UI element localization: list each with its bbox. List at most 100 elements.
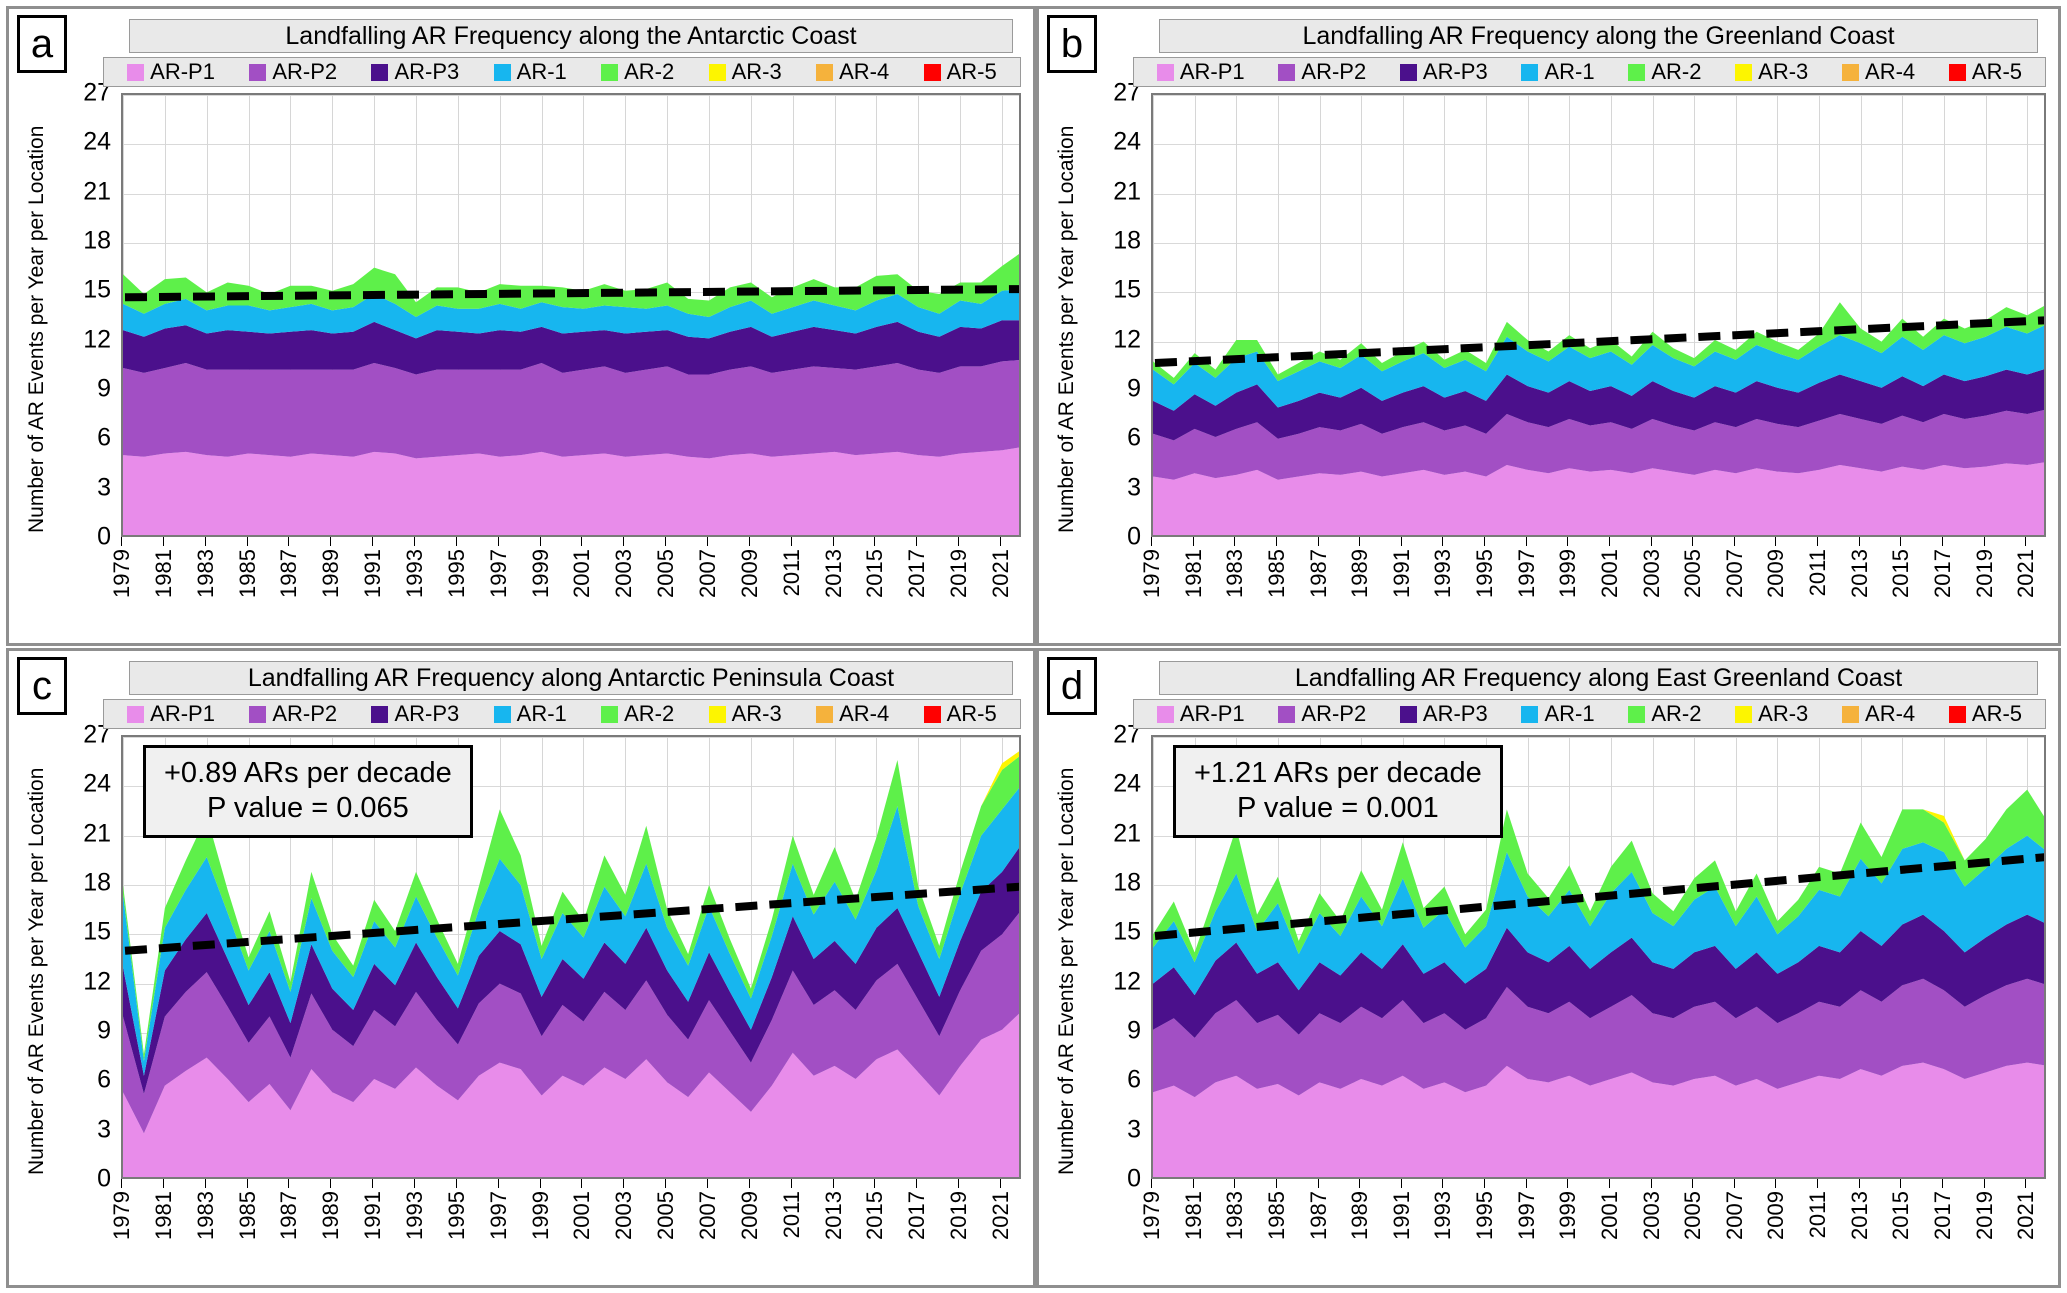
panel-c: c Landfalling AR Frequency along Antarcti…	[6, 648, 1036, 1288]
legend-item-ar-1[interactable]: AR-1	[1521, 59, 1595, 85]
x-tick-label: 2011	[778, 549, 804, 597]
legend-item-ar-4[interactable]: AR-4	[816, 701, 889, 727]
x-tick-label: 1979	[1139, 1191, 1164, 1240]
x-tickmark	[121, 1179, 122, 1188]
legend-label: AR-2	[1651, 59, 1702, 84]
legend-item-ar-3[interactable]: AR-3	[708, 701, 782, 727]
x-tick-label: 1987	[1305, 1191, 1331, 1240]
legend-item-ar-p2[interactable]: AR-P2	[1278, 701, 1366, 727]
x-tickmark	[414, 1179, 416, 1188]
panel-letter-d: d	[1047, 657, 1097, 715]
legend-item-ar-4[interactable]: AR-4	[1842, 59, 1915, 85]
x-tickmark	[1484, 537, 1486, 546]
gridline-v	[750, 737, 752, 1177]
x-tickmark	[372, 537, 374, 546]
legend-item-ar-p3[interactable]: AR-P3	[1399, 701, 1488, 727]
legend-item-ar-p1[interactable]: AR-P1	[1156, 701, 1245, 727]
y-tick-label: 18	[1113, 226, 1141, 255]
y-tick-label: 3	[1127, 1115, 1141, 1144]
legend-item-ar-4[interactable]: AR-4	[816, 59, 889, 85]
gridline-v	[1486, 95, 1488, 535]
x-tick-label: 1989	[318, 1191, 344, 1240]
panel-letter-c: c	[17, 657, 67, 715]
legend-item-ar-2[interactable]: AR-2	[1628, 59, 1701, 85]
y-tick-label: 21	[83, 177, 111, 206]
legend-item-ar-3[interactable]: AR-3	[708, 59, 782, 85]
y-tick-label: 3	[1127, 473, 1141, 502]
legend-swatch-ar-2	[1628, 63, 1646, 81]
legend-item-ar-p1[interactable]: AR-P1	[1156, 59, 1245, 85]
x-tick-label: 1987	[276, 549, 302, 598]
legend-item-ar-2[interactable]: AR-2	[1628, 701, 1701, 727]
legend-item-ar-p1[interactable]: AR-P1	[127, 701, 215, 727]
legend-swatch-ar-p1	[1156, 705, 1174, 723]
legend-item-ar-p2[interactable]: AR-P2	[249, 701, 337, 727]
legend-item-ar-5[interactable]: AR-5	[923, 701, 997, 727]
y-tick-label: 3	[97, 1115, 111, 1144]
x-tick-label: 2009	[736, 1191, 762, 1240]
legend-swatch-ar-3	[1735, 63, 1753, 81]
x-tickmark	[916, 1179, 918, 1188]
x-tickmark	[874, 1179, 876, 1188]
legend-item-ar-p2[interactable]: AR-P2	[249, 59, 337, 85]
x-tick-label: 1997	[485, 1191, 511, 1240]
x-tick-label: 1993	[1430, 1191, 1456, 1240]
plot-area	[121, 93, 1021, 537]
x-tickmark	[665, 537, 667, 546]
legend-item-ar-4[interactable]: AR-4	[1842, 701, 1915, 727]
legend-item-ar-1[interactable]: AR-1	[493, 59, 567, 85]
legend-item-ar-5[interactable]: AR-5	[1948, 701, 2022, 727]
legend-item-ar-3[interactable]: AR-3	[1735, 701, 1808, 727]
x-tickmark	[288, 537, 290, 546]
x-tickmark	[1608, 537, 1610, 546]
x-tickmark	[1817, 537, 1819, 546]
x-tick-label: 1985	[234, 1191, 260, 1240]
gridline-v	[1777, 95, 1779, 535]
x-tick-label: 1979	[109, 549, 134, 598]
trend-line	[1154, 316, 2044, 368]
x-tickmark	[1567, 537, 1569, 546]
legend-item-ar-p1[interactable]: AR-P1	[127, 59, 215, 85]
x-tickmark	[455, 1179, 457, 1188]
y-axis-label: Number of AR Events per Year per Locatio…	[25, 767, 48, 1175]
legend-item-ar-1[interactable]: AR-1	[493, 701, 567, 727]
gridline-h	[123, 144, 1019, 146]
legend-item-ar-p3[interactable]: AR-P3	[1399, 59, 1488, 85]
x-tickmark	[1400, 1179, 1402, 1188]
area-ar-2	[1153, 302, 2044, 385]
legend-label: AR-P2	[1301, 59, 1367, 84]
legend-item-ar-p3[interactable]: AR-P3	[371, 59, 459, 85]
x-tick-label: 2011	[1805, 549, 1831, 597]
legend-item-ar-2[interactable]: AR-2	[601, 701, 674, 727]
x-tickmark	[204, 1179, 206, 1188]
gridline-h	[123, 243, 1019, 244]
legend-item-ar-p2[interactable]: AR-P2	[1278, 59, 1366, 85]
x-tick-label: 2015	[862, 549, 888, 598]
legend-item-ar-2[interactable]: AR-2	[601, 59, 674, 85]
x-tickmark	[1275, 1179, 1277, 1188]
legend-item-ar-5[interactable]: AR-5	[1948, 59, 2022, 85]
x-tick-label: 2001	[569, 1191, 595, 1240]
x-tickmark	[1442, 537, 1444, 546]
x-tick-label: 1979	[109, 1191, 134, 1240]
x-tickmark	[1983, 1179, 1985, 1188]
x-tickmark	[2025, 537, 2027, 546]
legend-item-ar-5[interactable]: AR-5	[923, 59, 997, 85]
x-tickmark	[2025, 1179, 2027, 1188]
x-tick-label: 2017	[904, 549, 930, 598]
legend-label: AR-3	[731, 701, 782, 726]
y-tick-label: 12	[83, 325, 111, 354]
x-tick-label: 1989	[1347, 1191, 1373, 1240]
legend-item-ar-3[interactable]: AR-3	[1735, 59, 1808, 85]
legend-swatch-ar-p2	[1278, 705, 1296, 723]
trend-line	[1154, 853, 2044, 940]
legend-label: AR-1	[516, 59, 567, 84]
y-tick-label: 24	[83, 127, 111, 156]
x-tick-label: 1981	[150, 1191, 176, 1240]
legend-item-ar-p3[interactable]: AR-P3	[371, 701, 459, 727]
y-tick-label: 12	[1113, 967, 1141, 996]
legend-swatch-ar-3	[1735, 705, 1753, 723]
legend-item-ar-1[interactable]: AR-1	[1521, 701, 1595, 727]
gridline-h	[1153, 835, 2044, 837]
y-tick-label: 15	[83, 275, 111, 304]
